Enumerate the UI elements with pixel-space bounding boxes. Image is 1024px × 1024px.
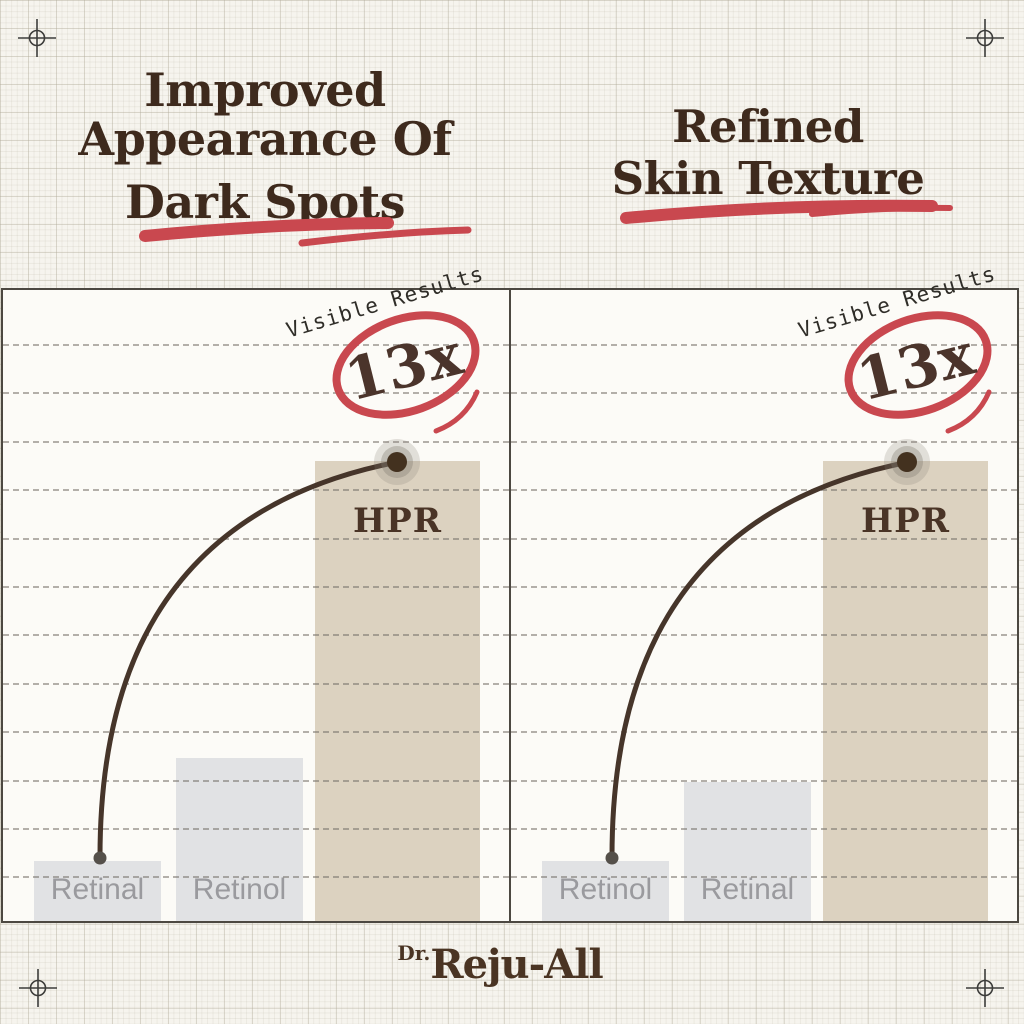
ruled-dashed-line xyxy=(511,731,1017,734)
ruled-dashed-line xyxy=(511,779,1017,782)
ruled-dashed-line xyxy=(3,634,509,637)
title-line: Dark Spots xyxy=(124,175,406,229)
ruled-dashed-line xyxy=(3,682,509,685)
bar-label: Retinol xyxy=(192,873,287,906)
bar-label-hpr: HPR xyxy=(861,501,950,541)
brand-name: Reju-All xyxy=(430,941,603,988)
title-line: Appearance Of xyxy=(78,112,452,166)
bar-label: Retinal xyxy=(50,873,145,906)
bar-hpr: HPR xyxy=(315,461,480,921)
bar-label: Retinal xyxy=(700,873,795,906)
ruled-dashed-line xyxy=(3,344,509,346)
ruled-dashed-line xyxy=(3,537,509,540)
ruled-dashed-line xyxy=(511,489,1017,492)
ruled-dashed-line xyxy=(511,682,1017,685)
ruled-dashed-line xyxy=(511,440,1017,443)
title-line: Refined xyxy=(672,100,864,153)
ruled-dashed-line xyxy=(511,537,1017,540)
ruled-dashed-line xyxy=(3,828,509,830)
ruled-dashed-line xyxy=(511,344,1017,346)
ruled-dashed-line xyxy=(3,876,509,879)
ruled-dashed-line xyxy=(3,586,509,588)
bar-retinal: Retinal xyxy=(684,782,811,921)
ruled-dashed-line xyxy=(3,489,509,492)
ruled-dashed-line xyxy=(511,586,1017,588)
ruled-dashed-line xyxy=(3,779,509,782)
title-line: Skin Texture xyxy=(611,152,925,205)
registration-mark-icon xyxy=(18,19,56,57)
bar-retinol: Retinol xyxy=(542,861,669,921)
bar-retinol: Retinol xyxy=(176,758,303,921)
bar-label-hpr: HPR xyxy=(353,501,442,541)
bar-hpr: HPR xyxy=(823,461,988,921)
ruled-dashed-line xyxy=(3,440,509,443)
ruled-dashed-line xyxy=(3,392,509,395)
registration-mark-icon xyxy=(966,19,1004,57)
ruled-dashed-line xyxy=(511,392,1017,395)
brand-prefix: Dr. xyxy=(397,941,431,965)
bar-label: Retinol xyxy=(558,873,653,906)
ruled-dashed-line xyxy=(511,634,1017,637)
ruled-dashed-line xyxy=(511,876,1017,879)
ruled-dashed-line xyxy=(511,828,1017,830)
brand-logo: Dr.Reju-All xyxy=(0,941,1000,988)
right-panel-title: Refined Skin Texture xyxy=(512,101,1024,205)
red-underline-mark xyxy=(620,199,953,224)
title-line: Improved xyxy=(144,63,386,117)
left-panel-title: Improved Appearance Of Dark Spots xyxy=(0,66,530,227)
bar-retinal: Retinal xyxy=(34,861,161,921)
ruled-dashed-line xyxy=(3,731,509,734)
